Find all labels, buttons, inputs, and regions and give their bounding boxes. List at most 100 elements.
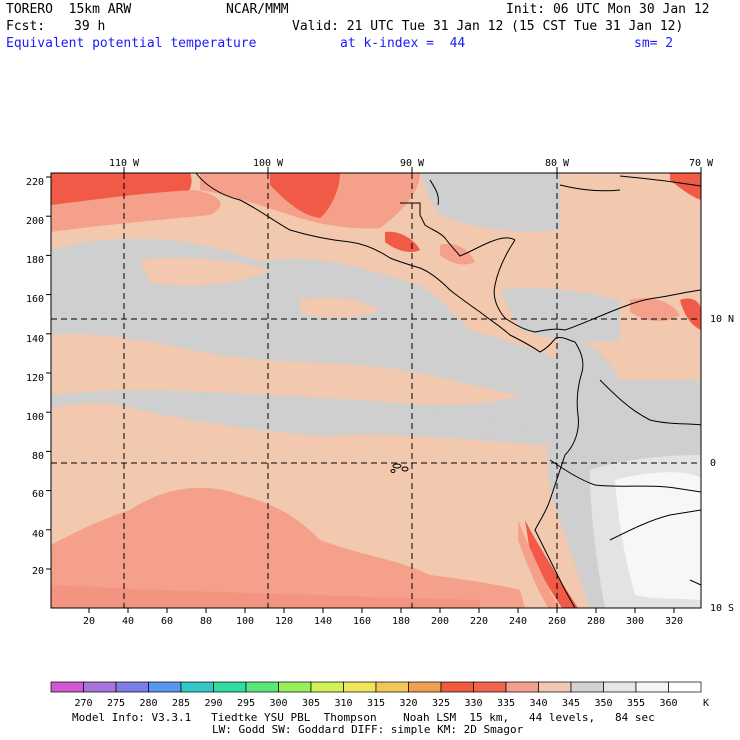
x-tick-label: 140 xyxy=(314,616,332,627)
salmon-region-southwest xyxy=(51,487,525,608)
x-tick-label: 320 xyxy=(665,616,683,627)
longitude-label: 100 W xyxy=(253,158,284,169)
red-region-mexico-1 xyxy=(270,173,340,218)
salmon-region-centralamerica xyxy=(440,243,475,265)
colorbar-swatch xyxy=(473,681,507,693)
colorbar-label: 310 xyxy=(334,698,352,709)
red-strip-peru-coast xyxy=(525,520,578,608)
colorbar-swatch xyxy=(115,681,149,693)
coastline-colombia-venezuela xyxy=(564,289,702,331)
y-tick-label: 60 xyxy=(32,489,44,500)
x-tick-label: 300 xyxy=(626,616,644,627)
galapagos-island-2 xyxy=(401,466,409,472)
orange-patch-2 xyxy=(300,297,380,318)
border-ecuador-peru xyxy=(549,459,702,493)
smoothing-info: sm= 2 xyxy=(634,36,674,51)
latitude-label: 10 S xyxy=(710,603,734,614)
x-tick-label: 220 xyxy=(470,616,488,627)
colorbar-label: 360 xyxy=(659,698,677,709)
orange-patch-1 xyxy=(140,257,270,286)
forecast-label: Fcst: xyxy=(6,19,46,34)
colorbar-label: 330 xyxy=(464,698,482,709)
y-tick-label: 200 xyxy=(26,216,44,227)
red-region-mexico-2 xyxy=(385,231,420,253)
init-time: Init: 06 UTC Mon 30 Jan 12 xyxy=(506,2,710,17)
colorbar-swatch xyxy=(668,681,702,693)
x-tick-label: 260 xyxy=(548,616,566,627)
x-tick-label: 60 xyxy=(161,616,173,627)
white-region-amazon xyxy=(615,472,701,600)
colorbar-labels: 270 275 280 285 290 295 300 305 310 315 320 325 330 3… xyxy=(74,698,709,709)
colorbar-label: 280 xyxy=(139,698,157,709)
model-info-line2: LW: Godd SW: Goddard DIFF: simple KM: 2D… xyxy=(212,723,524,736)
x-tick-label: 240 xyxy=(509,616,527,627)
y-tick-label: 80 xyxy=(32,451,44,462)
level-info: at k-index = 44 xyxy=(340,36,466,51)
x-tick-label: 280 xyxy=(587,616,605,627)
colorbar-label: 305 xyxy=(302,698,320,709)
galapagos-island-1 xyxy=(392,463,402,469)
x-tick-label: 160 xyxy=(353,616,371,627)
longitude-label: 80 W xyxy=(545,158,570,169)
latitude-label: 0 xyxy=(710,458,716,469)
red-region-caribbean xyxy=(670,173,701,200)
orange-region-caribbean xyxy=(560,173,670,238)
colorbar-swatch xyxy=(50,681,84,693)
field-name: Equivalent potential temperature xyxy=(6,36,257,51)
y-tick-label: 140 xyxy=(26,334,44,345)
coastline-cuba xyxy=(619,175,702,187)
x-tick-label: 180 xyxy=(392,616,410,627)
model-info-line1: Model Info: V3.3.1 Tiedtke YSU PBL Thomp… xyxy=(72,711,655,724)
colorbar-label: 290 xyxy=(204,698,222,709)
salmon-region-venezuela xyxy=(630,298,680,322)
x-tick-label: 80 xyxy=(200,616,212,627)
colorbar-label: 300 xyxy=(269,698,287,709)
gray-region-caribbean-south xyxy=(500,288,620,342)
colorbar-label: 270 xyxy=(74,698,92,709)
map-frame xyxy=(50,172,702,609)
gray-band-main xyxy=(51,238,701,470)
colorbar-swatch xyxy=(635,681,669,693)
center-name: NCAR/MMM xyxy=(226,2,289,17)
colorbar-label: 340 xyxy=(529,698,547,709)
colorbar-swatch xyxy=(310,681,344,693)
colorbar-label: 320 xyxy=(399,698,417,709)
x-tick-marks xyxy=(88,608,675,613)
colorbar-label: 295 xyxy=(237,698,255,709)
y-tick-label: 40 xyxy=(32,529,44,540)
colorbar-swatch xyxy=(180,681,214,693)
forecast-hours: 39 h xyxy=(74,19,106,34)
orange-stripe-mid xyxy=(51,334,520,405)
gray-region-gulf xyxy=(420,173,560,232)
y-tick-label: 160 xyxy=(26,294,44,305)
colorbar-label: 315 xyxy=(367,698,385,709)
colorbar-label: 275 xyxy=(107,698,125,709)
colorbar-swatch xyxy=(83,681,117,693)
x-tick-label: 120 xyxy=(275,616,293,627)
salmon-strip-peru-coast xyxy=(518,520,560,608)
x-tick-label: 200 xyxy=(431,616,449,627)
colorbar xyxy=(50,681,702,693)
lon-tick-marks xyxy=(123,167,702,173)
y-tick-marks xyxy=(46,176,51,570)
colorbar-swatch xyxy=(278,681,312,693)
colorbar-label: 285 xyxy=(172,698,190,709)
colorbar-label: 345 xyxy=(562,698,580,709)
y-tick-label: 120 xyxy=(26,373,44,384)
colorbar-swatch xyxy=(343,681,377,693)
colorbar-label: 355 xyxy=(627,698,645,709)
colorbar-swatch xyxy=(570,681,604,693)
colorbar-swatch xyxy=(505,681,539,693)
coastline-gulf xyxy=(429,179,439,206)
coastlines xyxy=(195,172,702,609)
model-name: TORERO 15km ARW xyxy=(6,2,132,17)
coastline-jamaica xyxy=(559,184,621,192)
y-tick-label: 100 xyxy=(26,412,44,423)
salmon-region-bottom xyxy=(51,585,480,608)
border-bolivia xyxy=(689,579,702,586)
colorbar-swatch xyxy=(213,681,247,693)
latitude-label: 10 N xyxy=(710,314,734,325)
colorbar-swatch xyxy=(538,681,572,693)
colorbar-label: 350 xyxy=(594,698,612,709)
